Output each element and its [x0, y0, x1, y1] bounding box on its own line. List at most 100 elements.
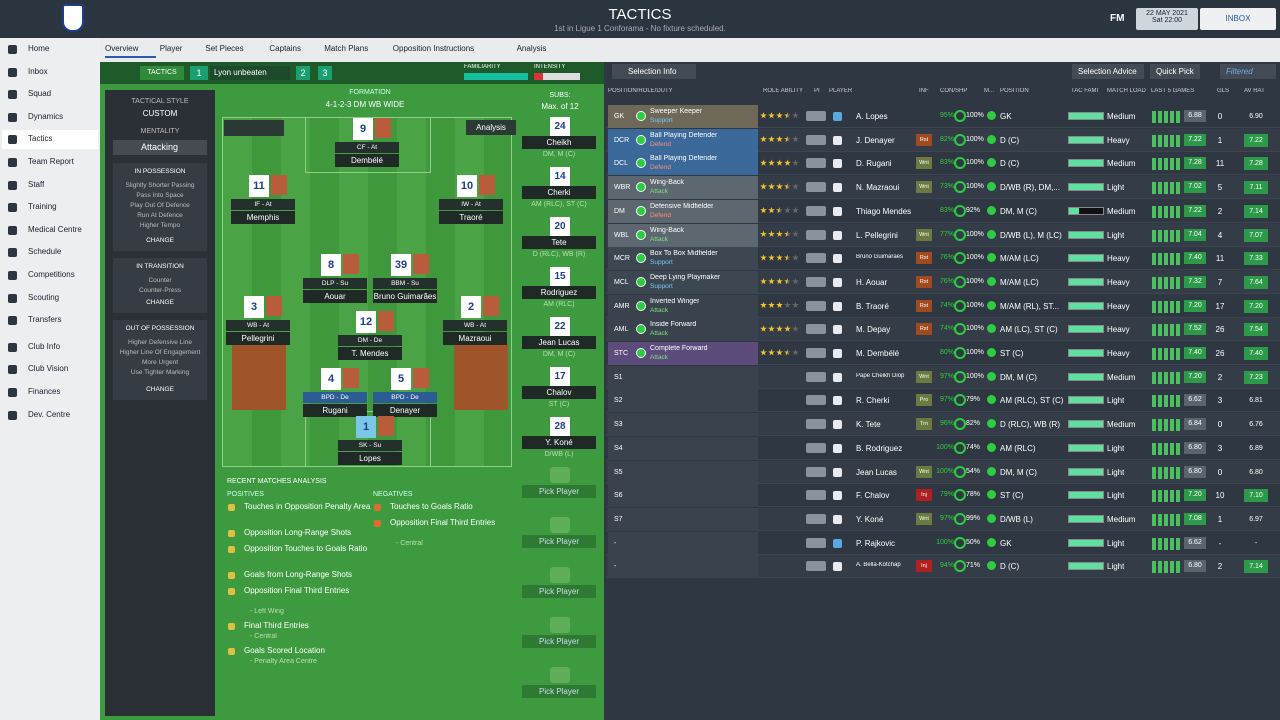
column-header[interactable]: LAST 5 GAMES [1151, 88, 1195, 94]
view-buttons[interactable] [224, 120, 284, 136]
player-name[interactable]: Rugani [303, 404, 367, 417]
tab[interactable]: Analysis [516, 44, 547, 53]
pi-icon[interactable] [806, 513, 826, 524]
toolbar-button[interactable]: Filtered [1220, 64, 1276, 79]
column-header[interactable]: MATCH LOAD [1107, 88, 1146, 94]
column-header[interactable]: AV RAT [1244, 88, 1265, 94]
table-row[interactable] [606, 247, 1280, 271]
nav-item[interactable]: Home [2, 40, 98, 59]
player-name[interactable]: B. Rodriguez [856, 443, 903, 453]
player-role[interactable]: CF - At [335, 142, 399, 153]
mentality-value[interactable]: Attacking [113, 140, 207, 155]
sub-name[interactable]: Cherki [522, 186, 596, 199]
sub-name[interactable]: Rodriguez [522, 286, 596, 299]
toolbar-button[interactable]: Selection Advice [1072, 64, 1144, 79]
nav-item[interactable]: Competitions [2, 266, 98, 285]
pi-icon[interactable] [806, 561, 826, 572]
player-role[interactable]: WB - At [443, 320, 507, 331]
pi-icon[interactable] [806, 371, 826, 382]
player-role[interactable]: IF - At [231, 199, 295, 210]
table-row[interactable] [606, 128, 1280, 152]
player-name[interactable]: Traoré [439, 211, 503, 224]
tactic-name[interactable]: Lyon unbeaten [210, 66, 290, 80]
pi-icon[interactable] [806, 442, 826, 453]
pick-button[interactable]: Pick Player [522, 685, 596, 698]
table-row[interactable] [606, 199, 1280, 223]
player-name[interactable]: Denayer [373, 404, 437, 417]
slot[interactable]: 3 [318, 66, 332, 80]
table-row[interactable] [606, 342, 1280, 365]
role-name[interactable]: Complete Forward [650, 345, 708, 352]
table-row[interactable] [606, 270, 1280, 294]
player-name[interactable]: Aouar [303, 290, 367, 303]
pi-icon[interactable] [806, 134, 826, 145]
pi-icon[interactable] [806, 324, 826, 335]
table-row[interactable] [606, 460, 1280, 484]
slot[interactable]: 2 [296, 66, 310, 80]
tactics-label[interactable]: TACTICS [140, 66, 184, 80]
player-name[interactable]: N. Mazraoui [856, 183, 900, 193]
nav-item[interactable]: Training [2, 198, 98, 217]
pi-icon[interactable] [806, 537, 826, 548]
player-name[interactable]: B. Traoré [856, 301, 889, 311]
table-row[interactable] [606, 555, 1280, 579]
nav-item[interactable]: Finances [2, 383, 98, 402]
pi-icon[interactable] [806, 276, 826, 287]
table-row[interactable] [606, 389, 1280, 413]
pick-button[interactable]: Pick Player [522, 635, 596, 648]
player-name[interactable]: K. Tete [856, 420, 881, 430]
column-header[interactable]: M... [984, 88, 994, 94]
fm-logo[interactable]: FM [1110, 13, 1125, 24]
pi-icon[interactable] [806, 229, 826, 240]
table-row[interactable] [606, 531, 1280, 555]
player-name[interactable]: Jean Lucas [856, 467, 897, 477]
pi-icon[interactable] [806, 182, 826, 193]
inbox-button[interactable]: INBOX [1200, 8, 1276, 30]
nav-item[interactable]: Dynamics [2, 108, 98, 127]
change-button[interactable]: CHANGE [146, 237, 174, 244]
role-name[interactable]: Ball Playing Defender [650, 131, 718, 139]
nav-item[interactable]: Scouting [2, 289, 98, 308]
role-name[interactable]: Deep Lying Playmaker [650, 273, 721, 281]
column-header[interactable]: GLS [1217, 88, 1230, 94]
pi-icon[interactable] [806, 158, 826, 169]
player-role[interactable]: SK - Su [338, 440, 402, 451]
table-row[interactable] [606, 413, 1280, 437]
player-name[interactable]: Memphis [231, 211, 295, 224]
player-role[interactable]: BBM - Su [373, 278, 437, 289]
column-header[interactable]: POSITION [1000, 88, 1029, 94]
player-name[interactable]: Pape Cheikh Diop [856, 372, 905, 379]
tab[interactable]: Set Pieces [205, 44, 244, 53]
table-row[interactable] [606, 436, 1280, 460]
role-name[interactable]: Ball Playing Defender [650, 155, 718, 163]
player-role[interactable]: DLP - Su [303, 278, 367, 289]
player-role[interactable]: WB - At [226, 320, 290, 331]
player-name[interactable]: A. Bella-Kotchap [856, 562, 901, 569]
pick-button[interactable]: Pick Player [522, 485, 596, 498]
toolbar-button[interactable]: Selection Info [612, 64, 696, 79]
table-row[interactable] [606, 507, 1280, 531]
nav-item[interactable]: Club Vision [2, 360, 98, 379]
nav-item[interactable]: Inbox [2, 63, 98, 82]
player-name[interactable]: T. Mendes [338, 347, 402, 360]
pick-button[interactable]: Pick Player [522, 585, 596, 598]
tab[interactable]: Captains [269, 44, 301, 53]
player-name[interactable]: F. Chalov [856, 491, 890, 501]
table-row[interactable] [606, 152, 1280, 176]
table-row[interactable] [606, 223, 1280, 247]
player-name[interactable]: D. Rugani [856, 159, 892, 169]
player-name[interactable]: Lopes [338, 452, 402, 465]
pi-icon[interactable] [806, 111, 826, 121]
column-header[interactable]: POSITION/ROLE/DUTY [608, 88, 673, 94]
player-name[interactable]: H. Aouar [856, 277, 888, 287]
sub-name[interactable]: Y. Koné [522, 436, 596, 449]
slot[interactable]: 1 [190, 66, 208, 80]
nav-item[interactable]: Squad [2, 85, 98, 104]
column-header[interactable]: PLAYER [829, 88, 853, 94]
analysis-title[interactable]: RECENT MATCHES ANALYSIS [227, 478, 327, 485]
table-row[interactable] [606, 318, 1280, 342]
tab[interactable]: Match Plans [324, 44, 369, 53]
column-header[interactable]: CON/SHP [940, 88, 968, 94]
nav-item[interactable]: Dev. Centre [2, 406, 98, 425]
column-header[interactable]: PI [814, 88, 820, 94]
